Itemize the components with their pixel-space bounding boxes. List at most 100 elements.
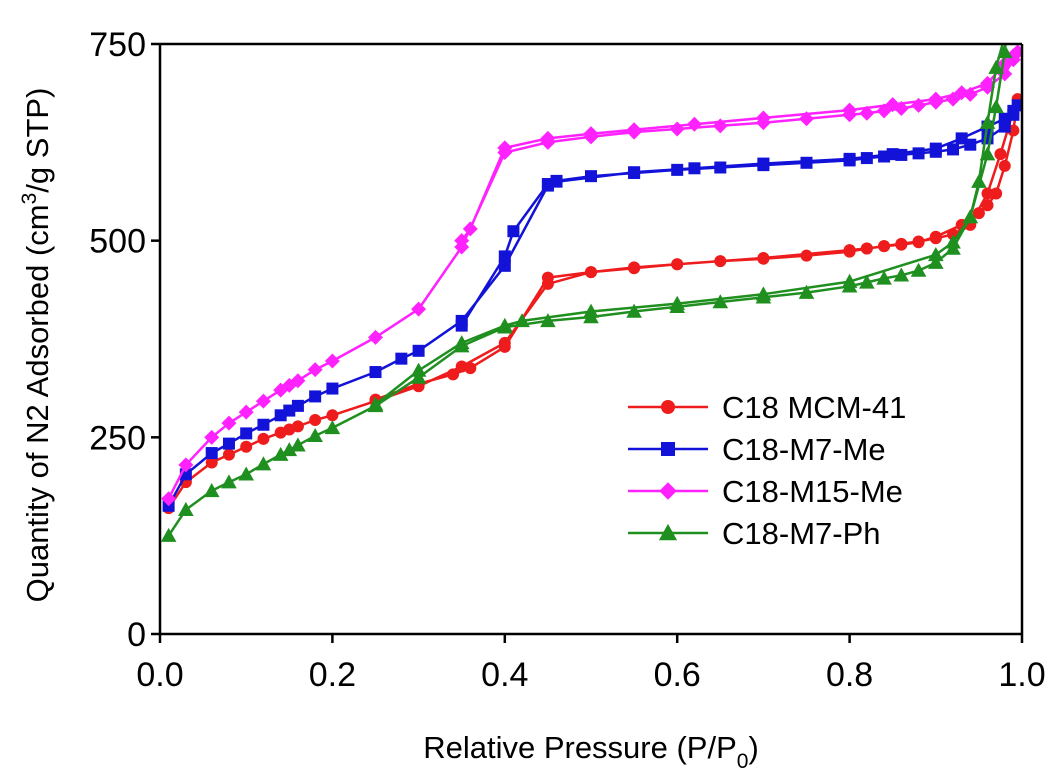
data-point xyxy=(160,527,177,542)
data-point xyxy=(309,390,322,403)
data-point xyxy=(240,440,253,453)
data-point xyxy=(998,159,1011,172)
data-point xyxy=(498,340,511,353)
data-point xyxy=(221,415,237,431)
data-point xyxy=(454,233,470,249)
data-point xyxy=(257,418,270,431)
data-point xyxy=(981,199,994,212)
data-point xyxy=(911,97,927,113)
data-point xyxy=(842,102,858,118)
data-point xyxy=(204,429,220,445)
data-point xyxy=(988,59,1004,74)
data-point xyxy=(998,112,1011,125)
data-point xyxy=(626,122,642,138)
data-point xyxy=(990,187,1003,200)
data-point xyxy=(757,157,770,170)
legend-item: C18-M7-Ph xyxy=(628,516,881,551)
data-point xyxy=(980,75,996,91)
x-tick-label: 0.0 xyxy=(136,656,183,694)
data-point xyxy=(886,148,899,161)
data-point xyxy=(411,301,427,317)
data-point xyxy=(583,126,599,142)
data-point xyxy=(498,259,511,272)
data-point xyxy=(290,373,306,389)
data-point xyxy=(367,396,384,411)
legend-label: C18-M7-Ph xyxy=(722,516,881,551)
data-point xyxy=(688,162,701,175)
data-point xyxy=(671,258,684,271)
data-point xyxy=(876,270,892,285)
data-point xyxy=(326,409,339,422)
data-point xyxy=(464,362,477,375)
data-point xyxy=(161,491,177,507)
data-point xyxy=(755,286,772,301)
data-point xyxy=(841,273,858,288)
data-point xyxy=(410,362,427,377)
data-point xyxy=(893,267,910,282)
data-point xyxy=(971,173,987,188)
data-point xyxy=(255,456,272,471)
data-point xyxy=(910,262,927,277)
data-point xyxy=(860,152,873,165)
data-point xyxy=(945,234,961,249)
series-0 xyxy=(162,93,1022,515)
data-point xyxy=(1005,48,1021,64)
data-point xyxy=(290,437,306,452)
data-point xyxy=(912,236,925,249)
data-point xyxy=(800,156,813,169)
data-point xyxy=(712,294,729,309)
series-layer xyxy=(160,45,1022,542)
data-point xyxy=(972,207,985,220)
data-point xyxy=(222,448,235,461)
data-point xyxy=(714,161,727,174)
data-point xyxy=(497,317,513,332)
y-tick-label: 250 xyxy=(89,419,146,457)
legend-marker xyxy=(658,523,678,541)
data-point xyxy=(843,152,856,165)
data-point xyxy=(712,118,728,134)
data-point xyxy=(895,238,908,251)
data-point xyxy=(272,446,289,461)
data-point xyxy=(368,329,383,345)
data-point xyxy=(912,147,925,160)
data-point xyxy=(669,295,685,310)
data-point xyxy=(669,121,685,137)
data-point xyxy=(981,187,994,200)
data-point xyxy=(755,110,771,126)
data-point xyxy=(395,352,408,365)
legend-marker xyxy=(659,482,677,500)
data-point xyxy=(507,225,520,238)
data-point xyxy=(994,148,1007,161)
data-point xyxy=(205,456,218,469)
data-point xyxy=(291,399,304,412)
x-tick-label: 0.2 xyxy=(309,656,356,694)
data-point xyxy=(462,221,478,237)
data-point xyxy=(497,140,513,156)
data-point xyxy=(255,393,271,409)
data-point xyxy=(324,353,340,369)
legend-item: C18 MCM-41 xyxy=(628,390,906,425)
legend-item: C18-M15-Me xyxy=(628,474,903,509)
data-point xyxy=(988,99,1004,114)
data-point xyxy=(798,284,815,299)
data-point xyxy=(203,483,220,498)
series-1 xyxy=(162,99,1022,512)
data-point xyxy=(979,114,996,129)
legend-marker xyxy=(661,400,675,414)
y-tick-label: 500 xyxy=(89,223,146,261)
series-3 xyxy=(160,45,1013,542)
data-point xyxy=(962,209,979,224)
data-point xyxy=(859,105,875,121)
data-point xyxy=(947,143,960,156)
legend-item: C18-M7-Me xyxy=(628,432,886,467)
data-point xyxy=(307,427,323,442)
data-point xyxy=(240,427,253,440)
data-point xyxy=(412,344,425,357)
data-point xyxy=(928,247,944,262)
y-axis-title: Quantity of N2 Adsorbed (cm3/g STP) xyxy=(18,88,55,603)
data-point xyxy=(324,420,341,435)
x-tick-label: 1.0 xyxy=(998,656,1045,694)
data-point xyxy=(671,163,684,176)
y-axis-ticks: 0 250 500 750 xyxy=(89,26,160,654)
